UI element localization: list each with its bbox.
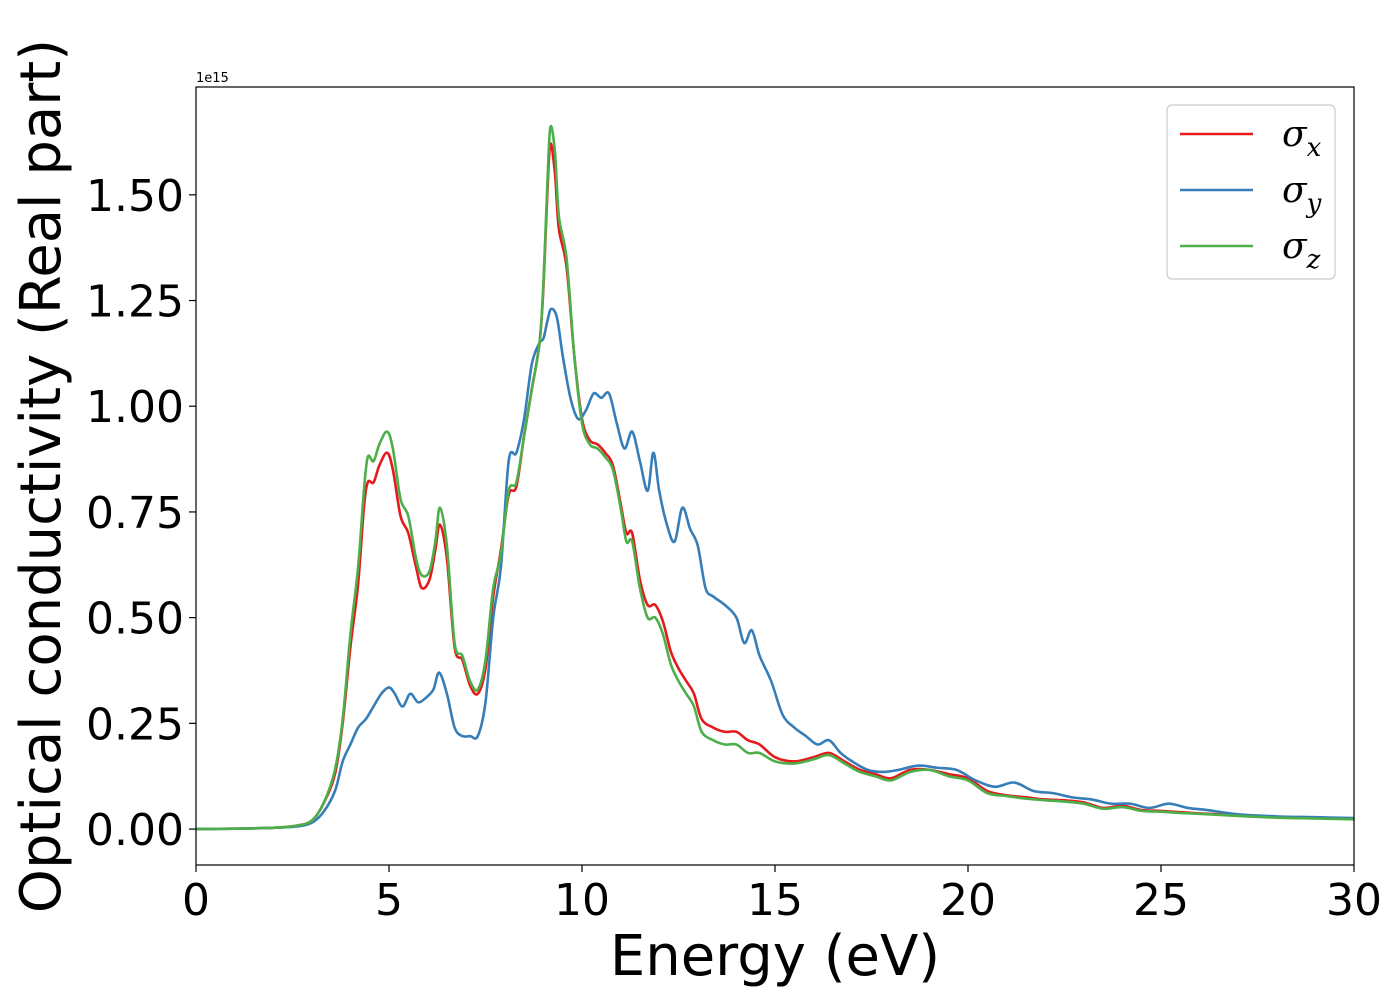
x-tick-label: 20	[940, 875, 996, 926]
x-tick-label: 25	[1133, 875, 1189, 926]
y-tick-label: 1.00	[86, 382, 184, 433]
y-tick-label: 0.25	[86, 699, 184, 750]
x-tick-label: 30	[1326, 875, 1382, 926]
legend: σx σy σz	[1166, 104, 1336, 280]
x-tick-label: 5	[375, 875, 403, 926]
legend-frame	[1166, 104, 1336, 280]
series-layer	[196, 124, 1354, 831]
legend-items: σx σy σz	[1180, 114, 1322, 275]
y-tick-label: 0.50	[86, 594, 184, 645]
series-line-y	[196, 307, 1354, 831]
y-tick-label: 0.00	[86, 805, 184, 856]
y-offset-text: 1e15	[196, 71, 229, 86]
legend-label-y: σy	[1282, 170, 1322, 219]
x-tick-label: 10	[554, 875, 610, 926]
x-axis-title: Energy (eV)	[610, 924, 940, 989]
legend-label-z: σz	[1282, 226, 1321, 275]
x-tick-label: 15	[747, 875, 803, 926]
x-axis-ticks: 0 5 10 15 20 25 30	[182, 865, 1382, 926]
y-axis-ticks: 0.00 0.25 0.50 0.75 1.00 1.25 1.50	[86, 171, 196, 856]
y-tick-label: 1.50	[86, 171, 184, 222]
x-tick-label: 0	[182, 875, 210, 926]
y-axis-title: Optical conductivity (Real part)	[9, 39, 74, 913]
legend-label-x: σx	[1282, 114, 1322, 163]
y-tick-label: 1.25	[86, 277, 184, 328]
series-line-z	[196, 124, 1354, 831]
y-tick-label: 0.75	[86, 488, 184, 539]
series-line-x	[196, 142, 1354, 831]
